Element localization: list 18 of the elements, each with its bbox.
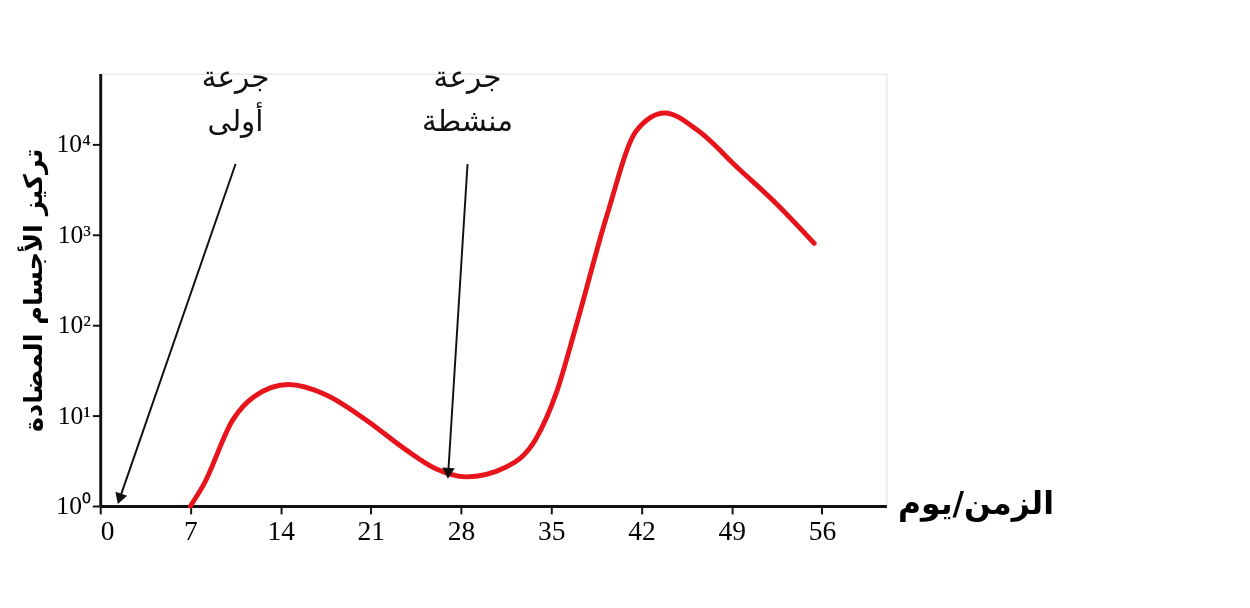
y-tick-label: 10¹ [57, 400, 91, 430]
x-tick-label: 49 [718, 514, 746, 546]
annotation: جرعة منشطة [422, 60, 514, 138]
y-tick-label: 10⁴ [56, 129, 91, 159]
y-axis-title: تركيز الأجسام المضادة [16, 148, 49, 433]
x-tick-label: 0 [100, 514, 115, 546]
y-tick-label: 10³ [57, 219, 92, 249]
x-tick-label: 21 [357, 514, 386, 546]
x-tick-label: 14 [267, 514, 296, 546]
y-tick-label: 10² [57, 310, 92, 340]
x-tick-label: 35 [538, 514, 566, 546]
x-tick-label: 56 [808, 514, 837, 546]
annotation: جرعة أولى [201, 60, 270, 138]
y-tick-label: 10⁰ [56, 491, 91, 521]
x-axis-title: الزمن/يوم [898, 485, 1054, 523]
x-tick-label: 28 [447, 514, 476, 546]
x-tick-label: 7 [184, 514, 198, 546]
x-tick-label: 42 [628, 514, 656, 546]
